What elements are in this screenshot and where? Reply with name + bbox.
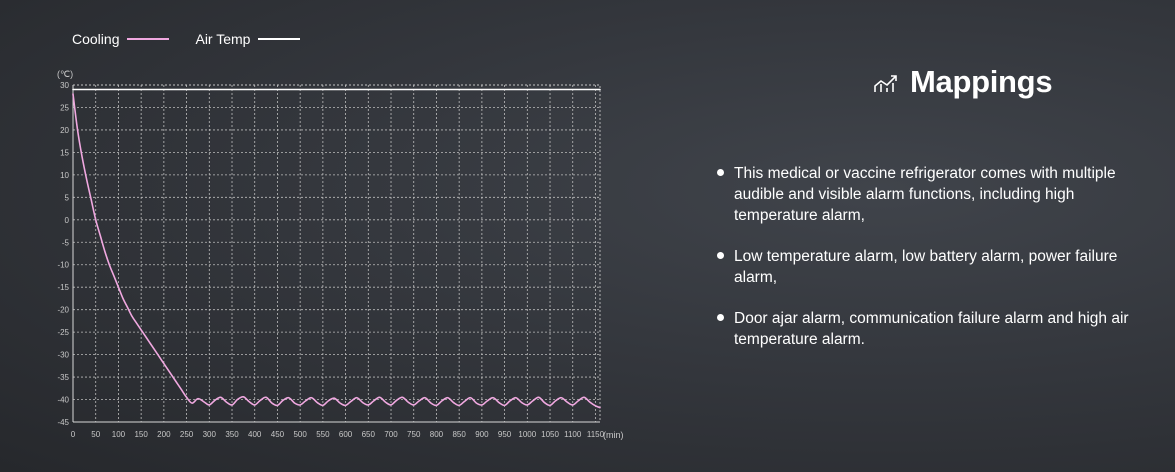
x-tick-label: 1100 xyxy=(564,430,582,439)
y-tick-label: 25 xyxy=(60,103,69,112)
x-tick-label: 0 xyxy=(71,430,76,439)
x-tick-label: 650 xyxy=(362,430,376,439)
feature-text: Door ajar alarm, communication failure a… xyxy=(734,310,1129,348)
temperature-chart: 0 50 100 150 200 250 300 350 400 450 500 550 600 650 7… xyxy=(57,69,624,440)
panel-heading: Mappings xyxy=(872,64,1053,100)
x-tick-label: 750 xyxy=(407,430,421,439)
chart-grid xyxy=(72,84,601,423)
y-tick-label: -15 xyxy=(57,283,69,292)
x-tick-label: 150 xyxy=(134,430,148,439)
x-tick-label: 1150 xyxy=(587,430,605,439)
y-tick-label: -35 xyxy=(57,373,69,382)
x-tick-label: 300 xyxy=(203,430,217,439)
chart-series xyxy=(72,88,601,409)
y-tick-label: -10 xyxy=(57,261,69,270)
y-tick-label: 20 xyxy=(60,126,69,135)
y-tick-label: 10 xyxy=(60,171,69,180)
y-tick-label: 5 xyxy=(65,193,70,202)
x-tick-label: 800 xyxy=(430,430,444,439)
y-tick-label: -40 xyxy=(57,396,69,405)
y-tick-label: 15 xyxy=(60,148,69,157)
x-tick-label: 850 xyxy=(452,430,466,439)
x-tick-label: 200 xyxy=(157,430,171,439)
feature-text: Low temperature alarm, low battery alarm… xyxy=(734,248,1118,286)
legend-label-cooling: Cooling xyxy=(72,31,120,47)
y-axis-unit: (℃) xyxy=(57,69,73,79)
y-tick-label: 0 xyxy=(65,216,70,225)
x-tick-label: 950 xyxy=(498,430,512,439)
x-tick-label: 100 xyxy=(112,430,126,439)
bullet-dot xyxy=(717,252,724,259)
y-tick-label: -25 xyxy=(57,328,69,337)
legend-item-air-temp: Air Temp xyxy=(195,31,301,47)
x-tick-label: 1000 xyxy=(518,430,536,439)
x-tick-label: 350 xyxy=(225,430,239,439)
feature-text: This medical or vaccine refrigerator com… xyxy=(734,165,1116,224)
x-tick-label: 600 xyxy=(339,430,353,439)
feature-item: Low temperature alarm, low battery alarm… xyxy=(717,246,1137,288)
series-line-cooling xyxy=(72,93,601,409)
legend-item-cooling: Cooling xyxy=(72,31,170,47)
x-tick-label: 50 xyxy=(91,430,100,439)
x-tick-label: 1050 xyxy=(541,430,559,439)
x-tick-label: 450 xyxy=(271,430,285,439)
y-tick-label: -45 xyxy=(57,418,69,427)
x-tick-label: 700 xyxy=(384,430,398,439)
bullet-dot xyxy=(717,314,724,321)
chart-axes: 0 50 100 150 200 250 300 350 400 450 500 550 600 650 7… xyxy=(57,81,604,439)
chart-legend: Cooling Air Temp xyxy=(72,31,326,47)
bullet-dot xyxy=(717,169,724,176)
plot-frame xyxy=(72,84,601,423)
y-tick-label: -30 xyxy=(57,351,69,360)
x-tick-label: 400 xyxy=(248,430,262,439)
y-tick-label: -5 xyxy=(62,238,70,247)
feature-item: This medical or vaccine refrigerator com… xyxy=(717,163,1137,226)
panel-title: Mappings xyxy=(910,64,1053,99)
chart-trend-icon xyxy=(874,75,897,92)
feature-list: This medical or vaccine refrigerator com… xyxy=(717,163,1137,370)
legend-swatch-cooling xyxy=(127,38,170,40)
legend-swatch-air-temp xyxy=(258,38,301,40)
x-tick-label: 250 xyxy=(180,430,194,439)
x-tick-label: 550 xyxy=(316,430,330,439)
x-tick-label: 900 xyxy=(475,430,489,439)
legend-label-air-temp: Air Temp xyxy=(195,31,251,47)
x-tick-label: 500 xyxy=(293,430,307,439)
y-tick-label: 30 xyxy=(60,81,69,90)
y-tick-label: -20 xyxy=(57,306,69,315)
feature-item: Door ajar alarm, communication failure a… xyxy=(717,308,1137,350)
x-axis-unit: (min) xyxy=(603,430,624,440)
